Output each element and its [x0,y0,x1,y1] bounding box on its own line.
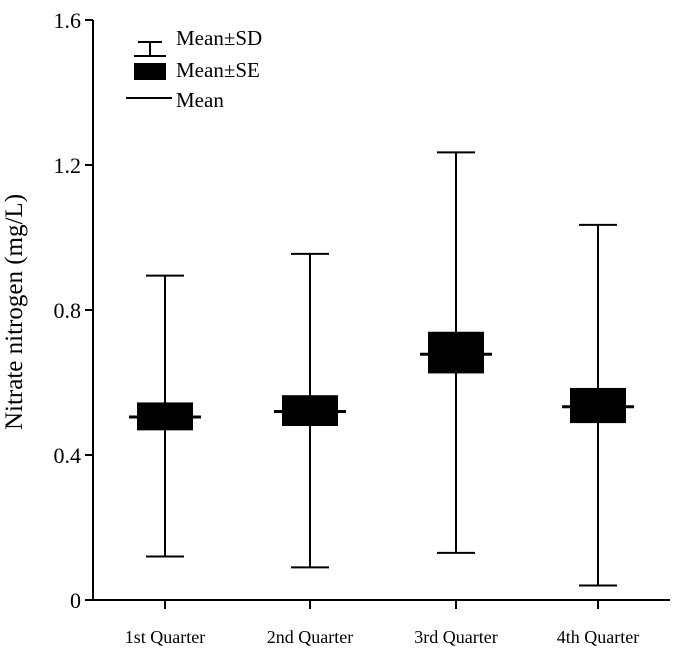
legend-label-mean: Mean [176,88,224,112]
x-tick-label: 2nd Quarter [267,627,353,647]
y-tick-label: 1.6 [54,8,82,33]
y-tick-label: 1.2 [54,153,82,178]
se-box [428,331,484,374]
legend-label-sd: Mean±SD [176,26,262,50]
legend: Mean±SD Mean±SE Mean [126,26,262,112]
plot-marks [129,151,634,587]
y-axis-ticks: 0 0.4 0.8 1.2 1.6 [54,8,93,613]
legend-se-box [134,63,166,80]
y-tick-label: 0.4 [54,443,82,468]
legend-label-se: Mean±SE [176,58,260,82]
x-axis-ticks: 1st Quarter 2nd Quarter 3rd Quarter 4th Qua… [125,600,639,647]
series-1 [129,274,201,558]
x-tick-label: 1st Quarter [125,627,205,647]
series-4 [562,223,634,587]
series-3 [420,151,492,554]
y-axis-label: Nitrate nitrogen (mg/L) [1,194,28,430]
y-tick-label: 0 [70,588,81,613]
x-tick-label: 3rd Quarter [414,627,497,647]
y-tick-label: 0.8 [54,298,82,323]
series-2 [274,252,346,569]
x-tick-label: 4th Quarter [557,627,639,647]
